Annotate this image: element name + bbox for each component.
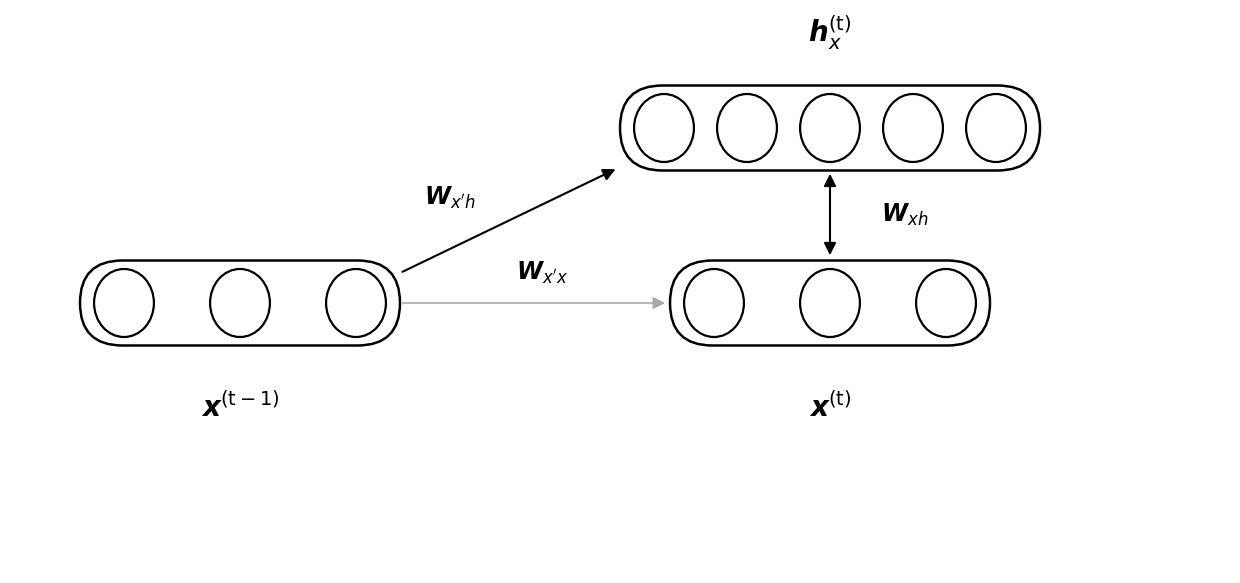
Text: $\boldsymbol{x}^{\mathrm{(t-1)}}$: $\boldsymbol{x}^{\mathrm{(t-1)}}$ <box>201 393 279 423</box>
Ellipse shape <box>684 269 744 337</box>
FancyBboxPatch shape <box>81 261 401 346</box>
Text: $\boldsymbol{W}_{x'h}$: $\boldsymbol{W}_{x'h}$ <box>424 185 476 211</box>
Ellipse shape <box>210 269 270 337</box>
Ellipse shape <box>800 269 859 337</box>
Ellipse shape <box>966 94 1025 162</box>
Text: $\boldsymbol{W}_{x'x}$: $\boldsymbol{W}_{x'x}$ <box>516 260 568 286</box>
FancyBboxPatch shape <box>620 86 1040 170</box>
Text: $\boldsymbol{x}^{\mathrm{(t)}}$: $\boldsymbol{x}^{\mathrm{(t)}}$ <box>808 393 851 423</box>
Ellipse shape <box>916 269 976 337</box>
Ellipse shape <box>326 269 386 337</box>
Ellipse shape <box>634 94 694 162</box>
Ellipse shape <box>800 94 859 162</box>
Text: $\boldsymbol{W}_{xh}$: $\boldsymbol{W}_{xh}$ <box>882 202 929 228</box>
Ellipse shape <box>717 94 777 162</box>
Ellipse shape <box>883 94 942 162</box>
Text: $\boldsymbol{h}_{x}^{\mathrm{(t)}}$: $\boldsymbol{h}_{x}^{\mathrm{(t)}}$ <box>808 13 852 52</box>
Ellipse shape <box>94 269 154 337</box>
FancyBboxPatch shape <box>670 261 990 346</box>
